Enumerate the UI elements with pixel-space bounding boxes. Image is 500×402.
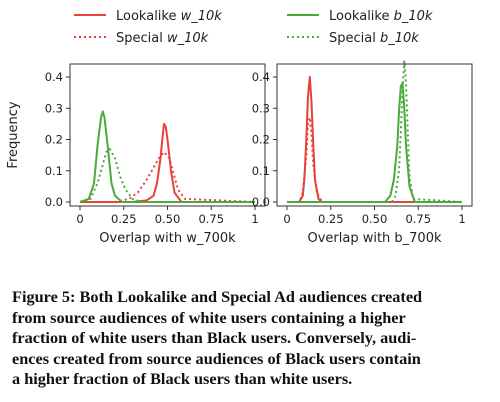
caption-line-1: Figure 5: Both Lookalike and Special Ad … <box>12 287 492 308</box>
chart-svg: 0.0 0.1 0.2 0.3 0.4 0 0.25 0.50 0.75 1 Overlap wit… <box>6 9 473 246</box>
panel-1-ytick-label: 0.3 <box>45 101 63 115</box>
panel-2-ytick-label: 0.2 <box>252 133 270 147</box>
caption-line-4: ences created from source audiences of B… <box>12 348 421 368</box>
panel-1-xtick-label: 0.25 <box>111 212 137 226</box>
panel-2-xtick-label: 0 <box>283 212 290 226</box>
caption-text-1: Both Lookalike and Special Ad audiences … <box>79 287 423 306</box>
panel-1-ytick-label: 0.4 <box>45 70 63 84</box>
panel-2-xtick-label: 0.50 <box>362 212 388 226</box>
panel-1-series-lookalike-b-10k <box>79 110 255 203</box>
panel-1-series-special-w-10k <box>80 151 256 203</box>
panel-2-series-special-w-10k <box>287 116 462 203</box>
panel-2-series-lookalike-b-10k <box>287 82 462 203</box>
panel-2-legend-label: Lookalike b_10k <box>329 9 433 24</box>
panel-2-ytick-label: 0.4 <box>252 70 270 84</box>
panel-1-xtick-label: 0.75 <box>198 212 224 226</box>
panel-1-ytick-label: 0.1 <box>45 164 63 178</box>
panel-1-series-special-b-10k <box>79 147 255 203</box>
caption-line-5: a higher fraction of Black users than wh… <box>12 369 353 389</box>
caption-line-2: from source audiences of white users con… <box>12 307 406 327</box>
panel-1-ytick-label: 0.0 <box>45 195 63 209</box>
panel-1-xtick-label: 0.50 <box>155 212 181 226</box>
panel-1-yaxis-label: Frequency <box>6 101 21 168</box>
panel-2-xtick-label: 0.25 <box>318 212 344 226</box>
panel-1-series-lookalike-w-10k <box>80 122 255 203</box>
panel-2-xtick-label: 0.75 <box>405 212 431 226</box>
panel-1-legend-label: Lookalike w_10k <box>116 9 222 24</box>
panel-2-legend-label: Special b_10k <box>329 31 419 46</box>
panel-1-ytick-label: 0.2 <box>45 133 63 147</box>
panel-2-xtick-label: 1 <box>458 212 465 226</box>
panel-2-series-special-b-10k <box>287 60 463 203</box>
caption-label: Figure 5: <box>12 287 76 306</box>
panel-1-xtick-label: 0 <box>76 212 83 226</box>
panel-2-ytick-label: 0.3 <box>252 101 270 115</box>
panel-2-series-lookalike-w-10k <box>287 76 462 203</box>
panel-2-xaxis-label: Overlap with b_700k <box>307 231 442 246</box>
panel-1-legend-label: Special w_10k <box>116 31 209 46</box>
panel-1-xtick-label: 1 <box>251 212 258 226</box>
caption-line-3: fraction of white users than Black users… <box>12 328 417 348</box>
panel-2-ytick-label: 0.0 <box>252 195 270 209</box>
panel-1-xaxis-label: Overlap with w_700k <box>99 231 236 246</box>
figure-caption: Figure 5: Both Lookalike and Special Ad … <box>12 287 492 390</box>
panel-2-ytick-label: 0.1 <box>252 164 270 178</box>
